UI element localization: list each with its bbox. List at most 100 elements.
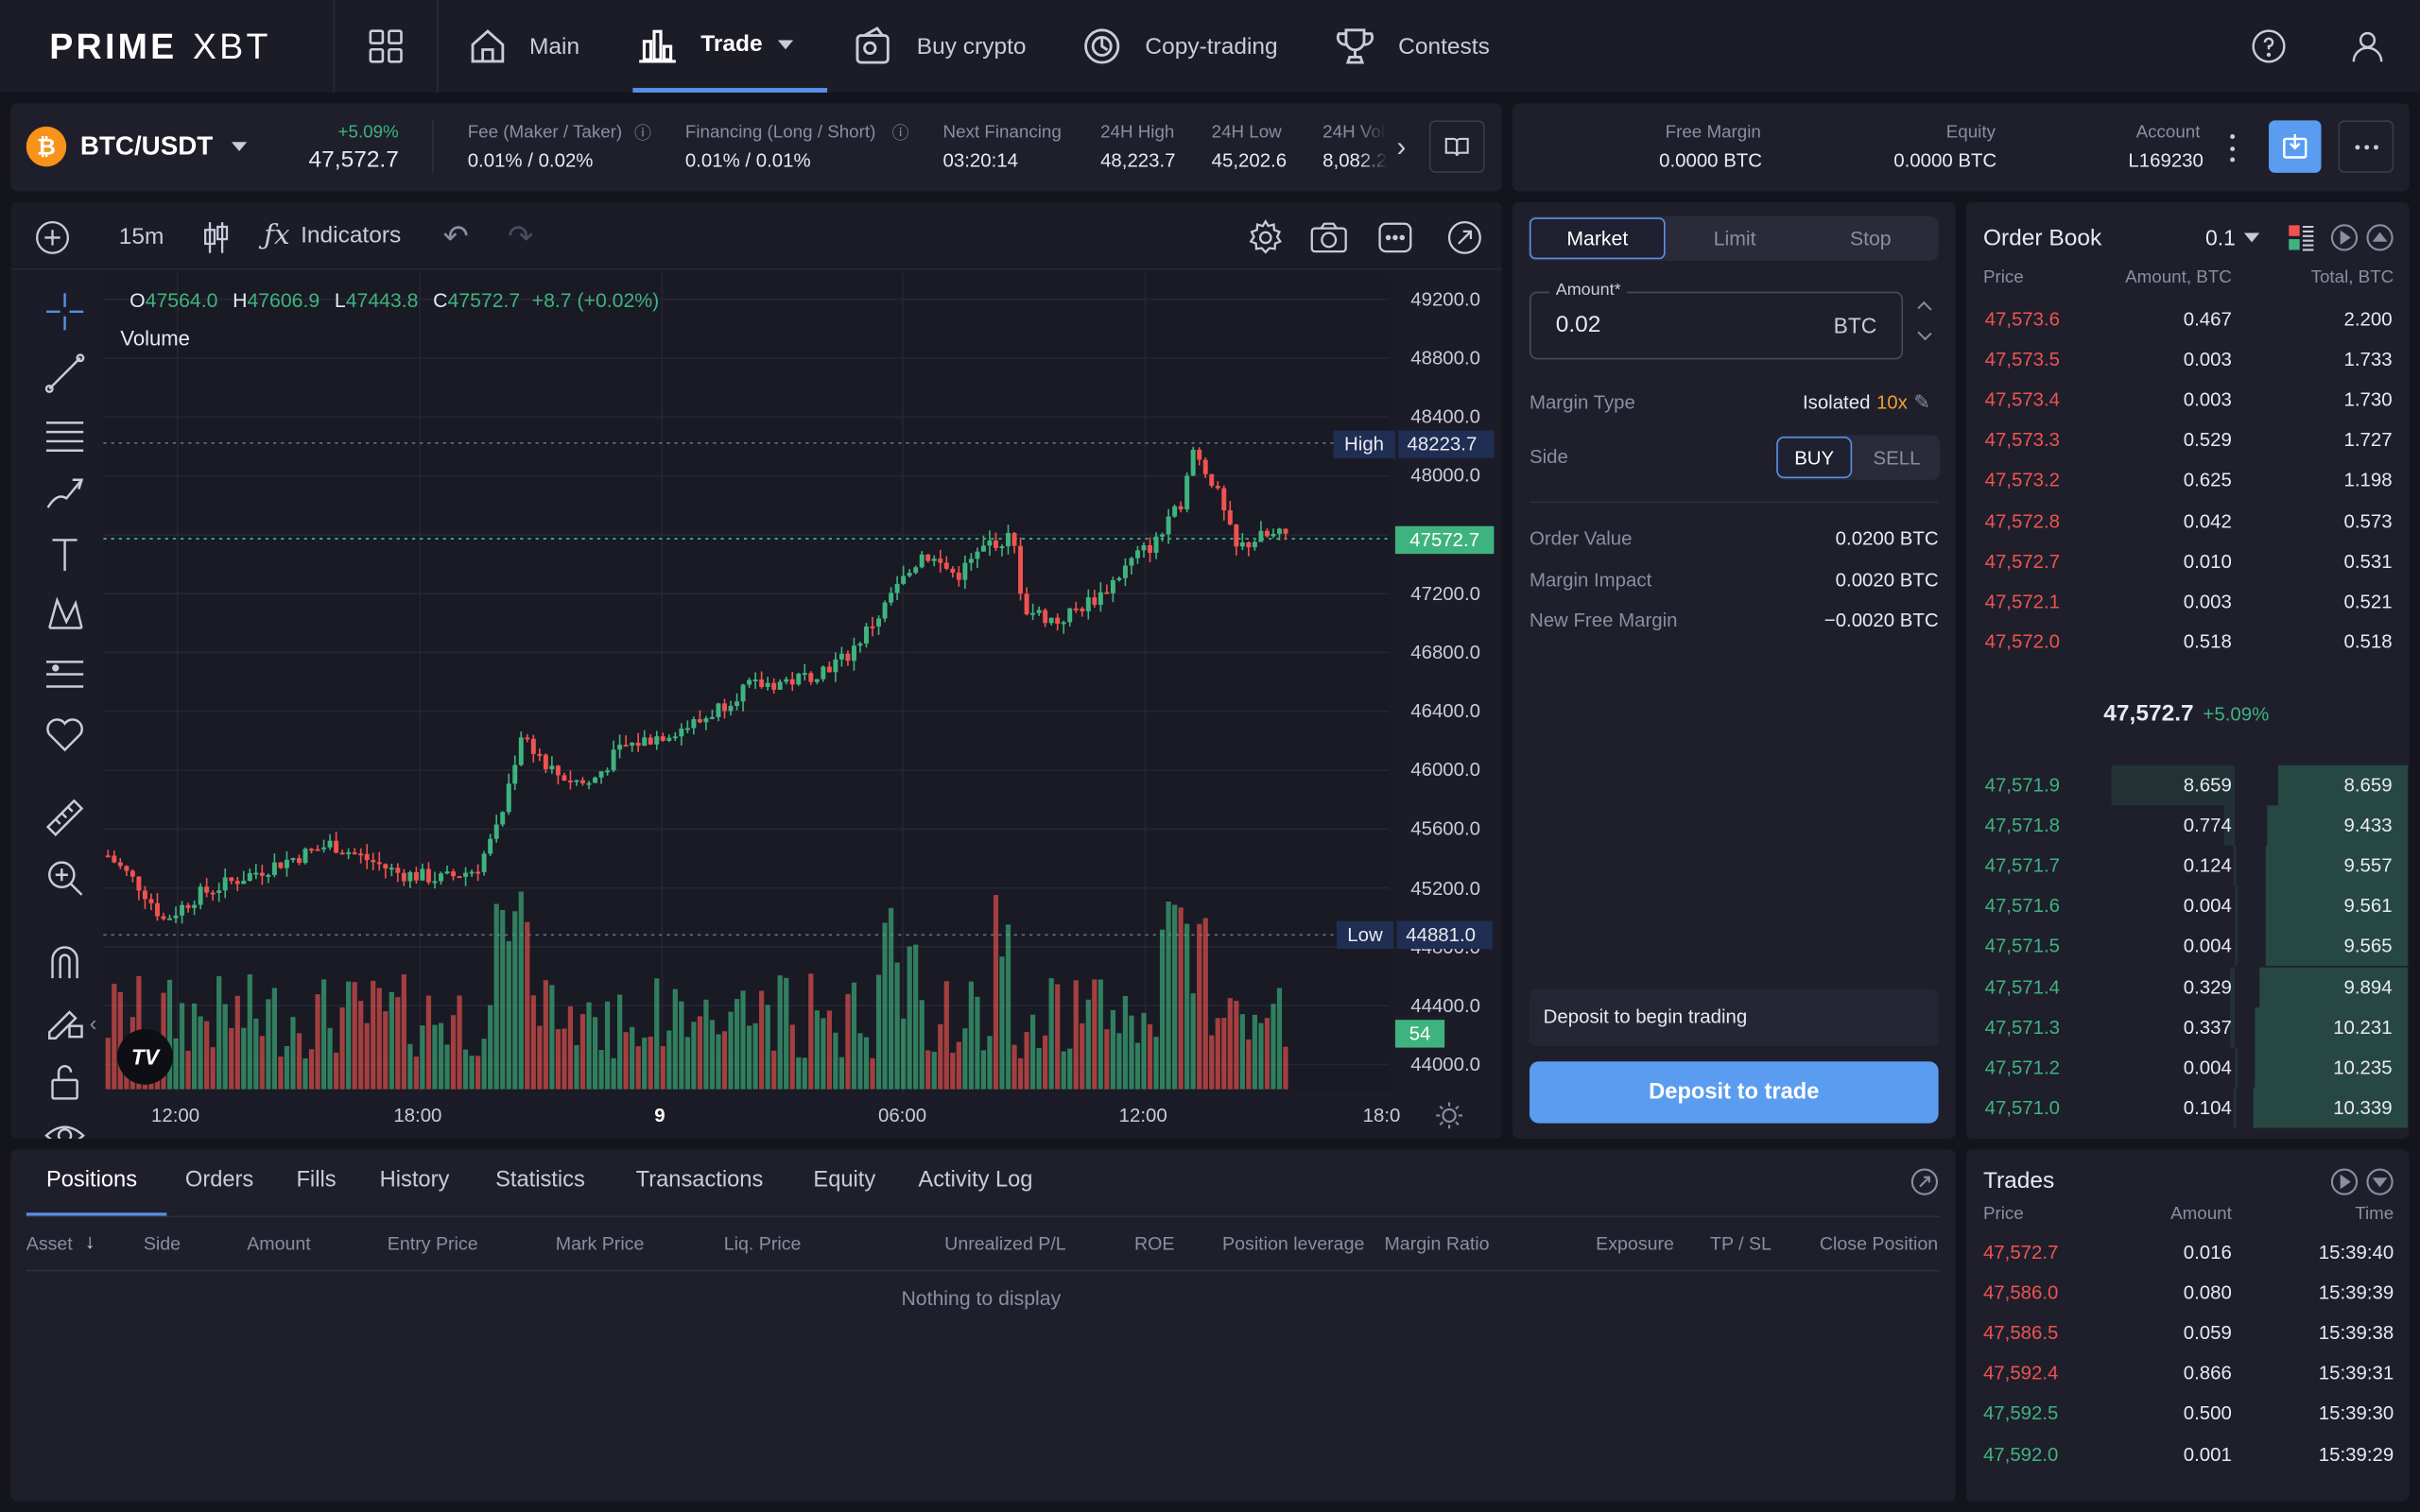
camera-icon[interactable] [1308, 219, 1348, 264]
tab-fills[interactable]: Fills [296, 1167, 337, 1194]
amount-input[interactable]: 0.02 [1555, 311, 1601, 338]
play-circle-icon[interactable] [2330, 224, 2359, 260]
unlock-icon[interactable] [42, 1058, 88, 1105]
zoom-in-icon[interactable] [42, 854, 88, 901]
deposit-icon-button[interactable] [2269, 120, 2322, 173]
nav-contests[interactable]: Contests [1334, 0, 1490, 93]
amount-field[interactable] [1529, 291, 1904, 360]
indicators-button[interactable]: ƒx Indicators [264, 219, 401, 251]
apps-grid-icon[interactable] [368, 0, 426, 93]
sort-down-icon[interactable]: ↓ [84, 1229, 95, 1253]
tab-positions[interactable]: Positions [45, 1167, 138, 1194]
nav-buy-crypto[interactable]: Buy crypto [852, 0, 1027, 93]
nav-copy-trading[interactable]: Copy-trading [1080, 0, 1278, 93]
tab-stop[interactable]: Stop [1803, 217, 1939, 259]
candle-body [432, 881, 438, 884]
brush-icon[interactable] [42, 471, 88, 517]
favorites-heart-icon[interactable] [42, 712, 88, 758]
trend-line-icon[interactable] [42, 351, 88, 397]
tab-equity[interactable]: Equity [813, 1167, 876, 1194]
bid-row[interactable]: 47,571.4 0.329 9.894 [1969, 966, 2408, 1007]
chat-icon[interactable] [1376, 219, 1413, 264]
sell-toggle[interactable]: SELL [1857, 437, 1937, 478]
crosshair-icon[interactable] [42, 288, 88, 335]
deposit-to-trade-button[interactable]: Deposit to trade [1529, 1061, 1939, 1124]
bid-row[interactable]: 47,571.8 0.774 9.433 [1969, 805, 2408, 846]
volume-bar [413, 1057, 419, 1090]
volume-bar [938, 1023, 943, 1090]
horizontal-lines-icon[interactable] [42, 410, 88, 456]
ruler-icon[interactable] [42, 795, 88, 841]
bid-row[interactable]: 47,571.3 0.337 10.231 [1969, 1006, 2408, 1047]
ask-row[interactable]: 47,573.3 0.529 1.727 [1969, 421, 2408, 460]
tab-history[interactable]: History [379, 1167, 450, 1194]
ask-row[interactable]: 47,572.1 0.003 0.521 [1969, 581, 2408, 621]
price-cell: 47,573.4 [1984, 388, 2061, 411]
ask-row[interactable]: 47,572.7 0.010 0.531 [1969, 541, 2408, 580]
eye-icon[interactable] [42, 1115, 88, 1139]
price-tick-label: 48000.0 [1410, 465, 1481, 487]
ask-row[interactable]: 47,573.4 0.003 1.730 [1969, 380, 2408, 420]
fib-levels-icon[interactable] [42, 651, 88, 697]
chart-settings-sun-icon[interactable] [1435, 1102, 1462, 1138]
collapse-up-icon[interactable] [2366, 224, 2394, 260]
help-icon[interactable] [2250, 0, 2308, 93]
tab-activity-log[interactable]: Activity Log [918, 1167, 1033, 1194]
wallet-icon [856, 26, 890, 64]
time-tick-label: 18:0 [1362, 1104, 1401, 1126]
ask-row[interactable]: 47,572.8 0.042 0.573 [1969, 501, 2408, 541]
brand-logo[interactable]: PRIME XBT [49, 26, 270, 68]
settings-gear-icon[interactable] [1247, 219, 1284, 264]
collapse-toolbar-icon[interactable]: ‹ [89, 1010, 97, 1036]
interval-selector[interactable]: 15m [118, 223, 164, 250]
redo-icon[interactable]: ↷ [508, 220, 534, 255]
margin-type-selector[interactable]: Isolated 10x ✎ [1803, 390, 1930, 415]
bid-row[interactable]: 47,571.0 0.104 10.339 [1969, 1087, 2408, 1128]
volume-bar [845, 993, 851, 1090]
candle-body [562, 775, 567, 781]
nav-main[interactable]: Main [468, 0, 579, 93]
ask-row[interactable]: 47,573.5 0.003 1.733 [1969, 339, 2408, 379]
lock-drawing-icon[interactable] [42, 998, 88, 1044]
candle-type-icon[interactable] [200, 219, 232, 264]
tab-orders[interactable]: Orders [184, 1167, 254, 1194]
tab-limit[interactable]: Limit [1667, 217, 1803, 259]
kebab-menu-icon[interactable] [2222, 129, 2241, 166]
orderbook-toggle-button[interactable] [1428, 120, 1485, 173]
step-selector[interactable]: 0.1 [2205, 225, 2260, 249]
user-icon[interactable] [2349, 0, 2408, 93]
book-layout-icon[interactable] [2288, 224, 2315, 260]
info-icon[interactable]: ⓘ [634, 125, 651, 144]
bid-row[interactable]: 47,571.9 8.659 8.659 [1969, 765, 2408, 806]
symbol-selector[interactable]: ₿ BTC/USDT [26, 126, 248, 167]
play-circle-icon[interactable] [2330, 1168, 2359, 1204]
info-icon[interactable]: ⓘ [891, 125, 909, 144]
bid-row[interactable]: 47,571.5 0.004 9.565 [1969, 926, 2408, 967]
add-circle-icon[interactable] [34, 219, 71, 264]
nav-trade[interactable]: Trade [632, 0, 828, 93]
more-options-button[interactable] [2338, 120, 2394, 173]
fullscreen-icon[interactable] [1446, 219, 1483, 264]
tradingview-logo[interactable]: TV [117, 1028, 173, 1085]
total-cell: 1.727 [2343, 429, 2393, 452]
tab-market[interactable]: Market [1529, 217, 1666, 260]
more-icon [2354, 144, 2360, 149]
bid-row[interactable]: 47,571.6 0.004 9.561 [1969, 885, 2408, 927]
bid-row[interactable]: 47,571.7 0.124 9.557 [1969, 846, 2408, 886]
collapse-down-icon[interactable] [2366, 1168, 2394, 1204]
expand-panel-icon[interactable] [1910, 1168, 1939, 1204]
tab-statistics[interactable]: Statistics [495, 1167, 585, 1194]
chevron-right-icon[interactable]: › [1396, 130, 1407, 163]
pattern-icon[interactable] [42, 591, 88, 637]
undo-icon[interactable]: ↶ [442, 220, 469, 255]
ask-row[interactable]: 47,573.2 0.625 1.198 [1969, 460, 2408, 500]
magnet-icon[interactable] [42, 938, 88, 985]
ask-row[interactable]: 47,573.6 0.467 2.200 [1969, 300, 2408, 339]
tab-transactions[interactable]: Transactions [635, 1167, 764, 1194]
bid-row[interactable]: 47,571.2 0.004 10.235 [1969, 1047, 2408, 1088]
column-header[interactable]: Asset [26, 1232, 73, 1255]
candle-body [234, 881, 240, 885]
buy-toggle[interactable]: BUY [1776, 437, 1853, 479]
ask-row[interactable]: 47,572.0 0.518 0.518 [1969, 622, 2408, 662]
text-tool-icon[interactable] [42, 531, 88, 577]
